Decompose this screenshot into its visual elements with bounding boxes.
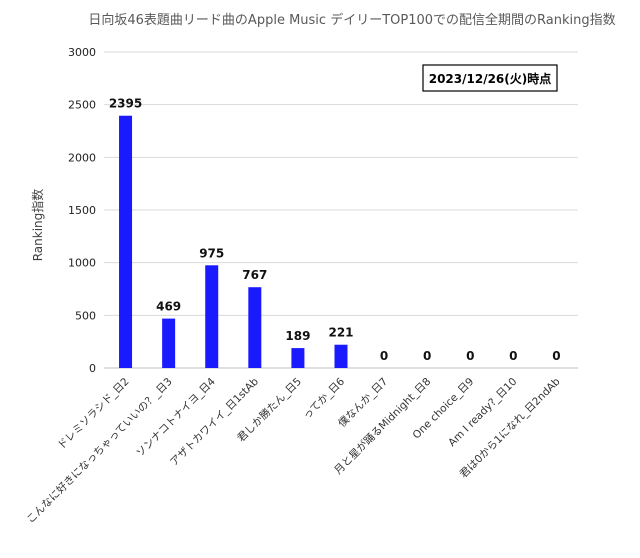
data-labels: 2395 469 975 767 189 221 0 0 0 0 0: [109, 97, 561, 363]
data-label: 975: [199, 246, 224, 260]
date-annotation-box: [422, 64, 558, 92]
bar: [162, 318, 176, 368]
bar: [334, 344, 348, 368]
category-label: アザトカワイイ_日1stAb: [168, 375, 261, 468]
data-label: 189: [285, 329, 310, 343]
gridlines: [104, 51, 578, 316]
y-tick-label: 1500: [68, 204, 96, 217]
data-label: 0: [423, 349, 431, 363]
category-label: ソンナコトナイヨ_日4: [134, 375, 218, 459]
y-axis-label: Ranking指数: [30, 189, 45, 262]
data-label: 2395: [109, 97, 142, 111]
y-tick-label: 500: [75, 309, 96, 322]
date-annotation: 2023/12/26(火)時点: [429, 71, 552, 86]
data-label: 469: [156, 300, 181, 314]
y-tick-label: 0: [89, 362, 96, 375]
data-label: 767: [242, 268, 267, 282]
y-tick-label: 2500: [68, 99, 96, 112]
data-label: 221: [328, 326, 353, 340]
bar: [205, 265, 219, 368]
bar: [119, 115, 133, 368]
chart-title: 日向坂46表題曲リード曲のApple Music デイリーTOP100での配信全…: [88, 12, 615, 28]
data-label: 0: [552, 349, 560, 363]
category-label: ドレミソラシド_日2: [55, 376, 131, 452]
bar: [248, 287, 262, 368]
bar: [291, 348, 305, 368]
bars: [119, 115, 348, 368]
y-tick-label: 3000: [68, 46, 96, 59]
category-label: ってか_日6: [301, 375, 347, 421]
y-axis-ticks: 0 500 1000 1500 2000 2500 3000: [68, 46, 96, 375]
data-label: 0: [466, 349, 474, 363]
category-labels: ドレミソラシド_日2こんなに好きになっちゃっていいの？_日3ソンナコトナイヨ_日…: [25, 375, 563, 526]
y-tick-label: 1000: [68, 257, 96, 270]
y-tick-label: 2000: [68, 151, 96, 164]
data-label: 0: [380, 349, 388, 363]
data-label: 0: [509, 349, 517, 363]
